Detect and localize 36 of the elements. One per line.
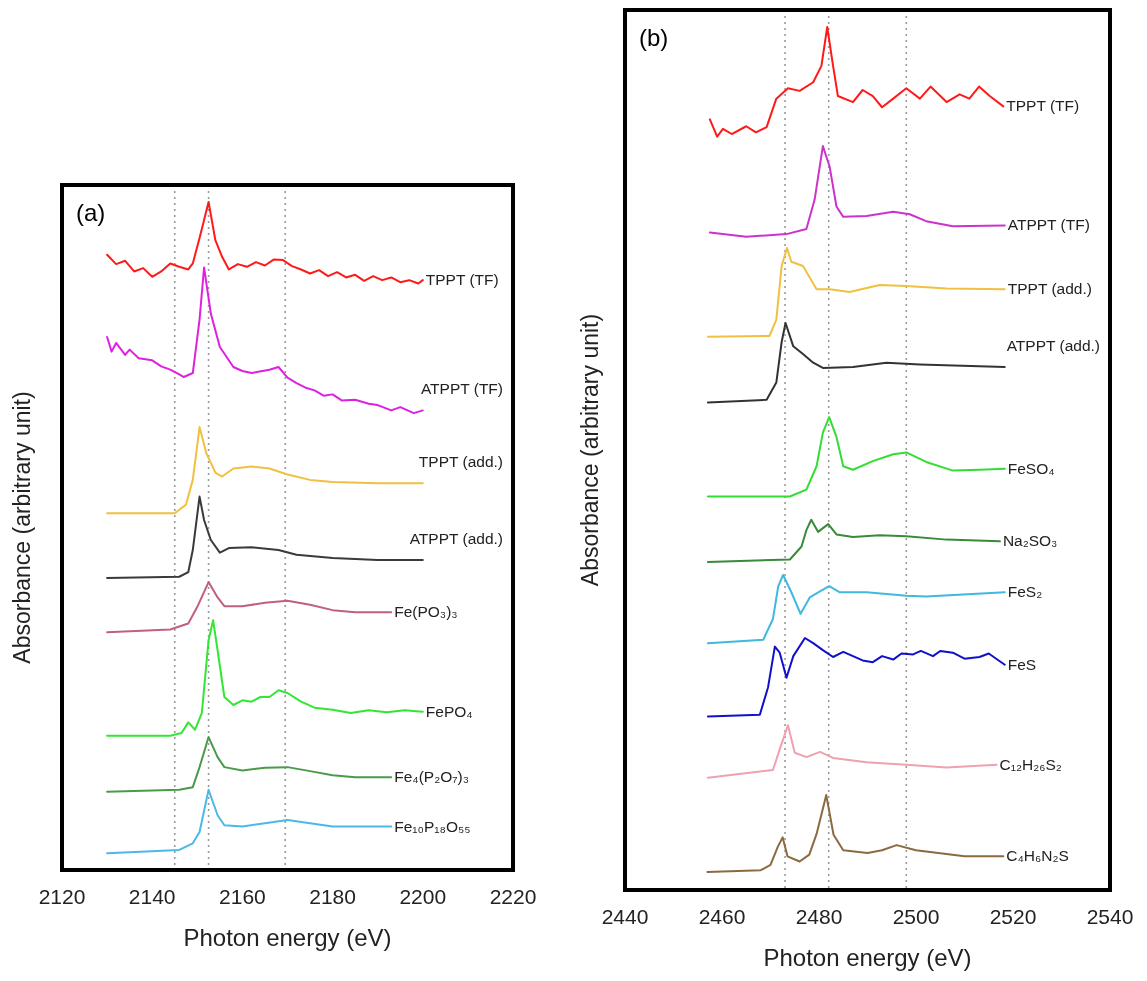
x-tick-label: 2120	[38, 885, 86, 908]
series-label: FeS₂	[1007, 583, 1043, 601]
series-label: TPPT (TF)	[1006, 97, 1080, 115]
series-label: ATPPT (add.)	[1006, 337, 1100, 355]
chart-title: (b)	[639, 24, 669, 51]
x-tick-label: 2160	[219, 885, 266, 908]
y-axis-title: Absorbance (arbitrary unit)	[9, 391, 35, 664]
series-label: ATPPT (add.)	[409, 530, 503, 548]
series-label: Fe₁₀P₁₈O₅₅	[394, 817, 471, 835]
y-axis-title: Absorbance (arbitrary unit)	[577, 313, 603, 587]
series-label: FeSO₄	[1007, 459, 1055, 477]
series-label: TPPT (add.)	[1007, 280, 1092, 298]
x-tick-label: 2200	[399, 885, 447, 908]
series-label: Na₂SO₃	[1002, 532, 1058, 550]
x-axis-title: Photon energy (eV)	[763, 944, 972, 971]
x-tick-label: 2440	[601, 905, 649, 928]
series-label: Fe₄(P₂O₇)₃	[394, 768, 470, 786]
series-label: TPPT (TF)	[425, 271, 499, 289]
x-tick-label: 2520	[989, 905, 1037, 928]
x-tick-label: 2540	[1086, 905, 1134, 928]
x-tick-label: 2140	[128, 885, 176, 908]
series-label: TPPT (add.)	[418, 453, 503, 471]
series-label: FePO₄	[425, 702, 473, 720]
x-tick-label: 2180	[309, 885, 356, 908]
series-label: ATPPT (TF)	[1007, 216, 1090, 234]
x-tick-label: 2500	[892, 905, 940, 928]
series-label: FeS	[1007, 655, 1037, 673]
x-tick-label: 2480	[795, 905, 843, 928]
x-tick-label: 2460	[698, 905, 746, 928]
series-label: ATPPT (TF)	[420, 380, 503, 398]
x-tick-label: 2220	[489, 885, 537, 908]
series-label: C₁₂H₂₆S₂	[999, 755, 1062, 773]
series-label: Fe(PO₃)₃	[394, 603, 458, 621]
series-label: C₄H₆N₂S	[1006, 847, 1069, 865]
chart-title: (a)	[76, 199, 106, 226]
x-axis-title: Photon energy (eV)	[183, 924, 392, 951]
